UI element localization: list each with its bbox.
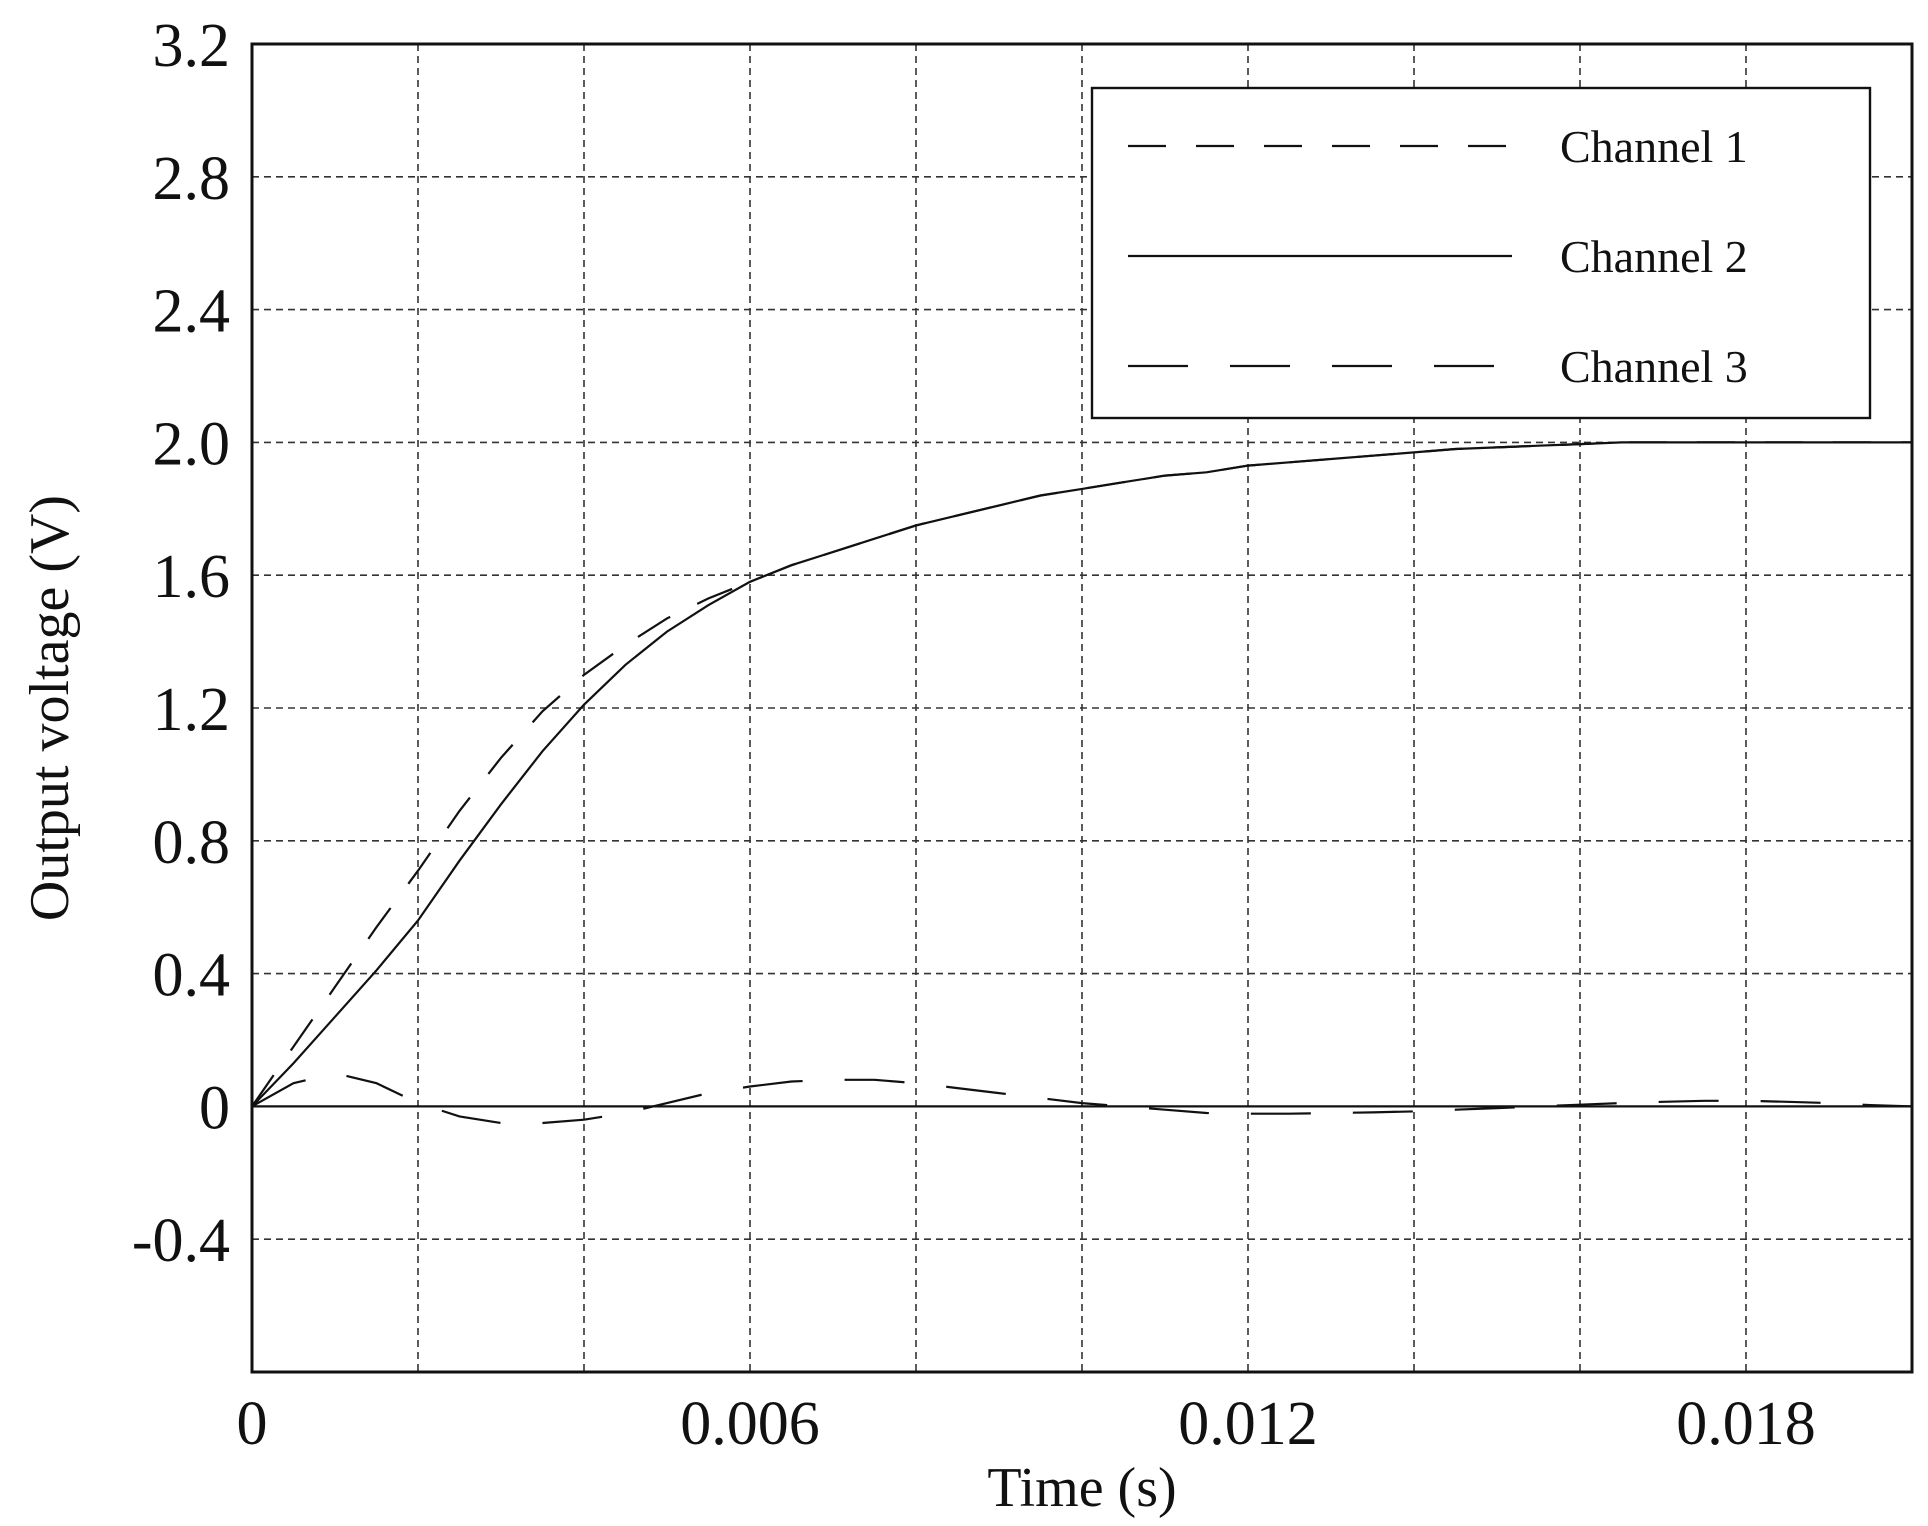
y-tick-label: 1.2 bbox=[153, 676, 231, 744]
series-lines bbox=[251, 441, 1913, 1125]
y-tick-labels: -0.4 0 0.4 0.8 1.2 1.6 2.0 2.4 2.8 3.2 bbox=[132, 12, 230, 1275]
y-tick-label: 2.0 bbox=[153, 410, 231, 478]
x-tick-label: 0.018 bbox=[1676, 1390, 1816, 1458]
x-tick-label: 0.012 bbox=[1178, 1390, 1318, 1458]
y-tick-label: 2.8 bbox=[153, 145, 231, 213]
legend: Channel 1 Channel 2 Channel 3 bbox=[1090, 86, 1872, 420]
y-axis-title: Output voltage (V) bbox=[19, 495, 81, 921]
x-tick-label: 0 bbox=[237, 1390, 268, 1458]
x-tick-label: 0.006 bbox=[680, 1390, 820, 1458]
y-tick-label: 0 bbox=[199, 1074, 230, 1142]
x-axis-title: Time (s) bbox=[987, 1457, 1176, 1519]
legend-label-channel-2: Channel 2 bbox=[1560, 231, 1748, 282]
series-line-channel-2 bbox=[251, 441, 1912, 1108]
y-tick-label: 0.4 bbox=[153, 942, 231, 1010]
x-tick-labels: 0 0.006 0.012 0.018 bbox=[237, 1390, 1816, 1458]
legend-label-channel-3: Channel 3 bbox=[1560, 341, 1748, 392]
y-tick-label: 1.6 bbox=[153, 543, 231, 611]
y-tick-label: 2.4 bbox=[153, 278, 231, 346]
legend-label-channel-1: Channel 1 bbox=[1560, 121, 1748, 172]
y-tick-label: 0.8 bbox=[153, 809, 231, 877]
y-tick-label: 3.2 bbox=[153, 12, 231, 80]
series-line-channel-3 bbox=[251, 1072, 1913, 1125]
legend-box bbox=[1090, 86, 1872, 420]
plot-frame bbox=[250, 42, 1914, 1374]
y-tick-label: -0.4 bbox=[132, 1207, 230, 1275]
